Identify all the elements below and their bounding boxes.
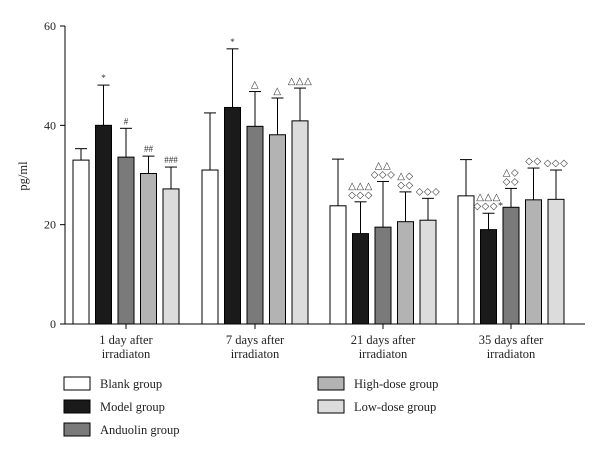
legend-label: Blank group <box>100 377 162 391</box>
legend-item: Low-dose group <box>317 399 436 414</box>
bar <box>140 173 157 325</box>
legend: Blank group Model group Anduolin group High… <box>63 376 438 437</box>
bar <box>95 124 112 325</box>
bar <box>457 195 475 325</box>
bar <box>397 221 414 325</box>
significance-mark: △◇ <box>397 171 413 182</box>
bar <box>162 188 180 325</box>
legend-swatch <box>63 376 91 391</box>
y-tick-label: 40 <box>44 118 56 132</box>
bar <box>374 226 392 325</box>
significance-annotations: *######*△△△△△△△△◇◇◇△△◇◇◇ △◇◇◇◇◇◇△△△◇◇◇*△◇… <box>101 37 568 212</box>
significance-mark: ## <box>144 144 154 154</box>
x-category-label: 7 days after irradiaton <box>226 333 285 361</box>
error-bars <box>75 48 562 234</box>
y-tick-label: 0 <box>50 317 56 331</box>
significance-mark: △ <box>273 86 281 97</box>
significance-mark: ◇◇ <box>525 156 541 167</box>
x-axis: 1 day after irradiaton 7 days after irradia… <box>65 323 585 361</box>
x-category-label: 21 days after irradiaton <box>351 333 416 361</box>
bar <box>502 206 520 325</box>
bar <box>224 106 241 325</box>
legend-item: Anduolin group <box>63 422 180 437</box>
significance-mark: △◇ <box>503 167 519 178</box>
legend-item: High-dose group <box>317 376 438 391</box>
significance-mark: ◇◇◇* <box>473 201 503 212</box>
significance-mark: △ <box>251 80 259 91</box>
significance-mark: ◇◇◇ <box>544 158 569 169</box>
significance-mark: △△ <box>375 160 391 171</box>
bar <box>525 199 542 325</box>
significance-mark: # <box>124 116 129 126</box>
legend-swatch <box>317 376 345 391</box>
significance-mark: ◇◇ <box>397 180 413 191</box>
x-category-label: 35 days after irradiaton <box>479 333 544 361</box>
y-tick-label: 60 <box>44 19 56 33</box>
legend-swatch <box>63 422 91 437</box>
bar <box>72 159 90 325</box>
bar <box>480 229 497 325</box>
significance-mark: ◇◇◇ <box>416 186 441 197</box>
bar <box>329 205 347 325</box>
significance-mark: △△△ <box>288 76 313 87</box>
bar <box>547 198 565 325</box>
legend-label: Low-dose group <box>354 400 436 414</box>
significance-mark: ◇◇◇ <box>371 169 396 180</box>
legend-swatch <box>317 399 345 414</box>
legend-label: Model group <box>100 400 165 414</box>
significance-mark: ### <box>164 155 178 165</box>
bar <box>291 120 309 325</box>
legend-label: High-dose group <box>354 377 438 391</box>
bar <box>419 219 437 325</box>
significance-mark: ◇◇◇ <box>348 190 373 201</box>
bar <box>246 125 264 325</box>
bars <box>72 106 565 325</box>
bar <box>201 169 219 325</box>
bar <box>117 156 135 325</box>
significance-mark: * <box>101 73 106 83</box>
bar <box>352 233 369 325</box>
significance-mark: ◇◇ <box>503 176 519 187</box>
legend-label: Anduolin group <box>100 423 180 437</box>
significance-mark: * <box>230 37 235 47</box>
legend-item: Blank group <box>63 376 162 391</box>
y-axis-label: pg/ml <box>16 161 30 191</box>
y-axis: 0 20 40 60 <box>44 19 66 331</box>
significance-mark: △△△ <box>348 181 373 192</box>
legend-item: Model group <box>63 399 165 414</box>
significance-mark: △△△ <box>476 192 501 203</box>
x-category-label: 1 day after irradiaton <box>99 333 153 361</box>
bar <box>269 134 286 325</box>
legend-swatch <box>63 399 91 414</box>
y-tick-label: 20 <box>44 218 56 232</box>
